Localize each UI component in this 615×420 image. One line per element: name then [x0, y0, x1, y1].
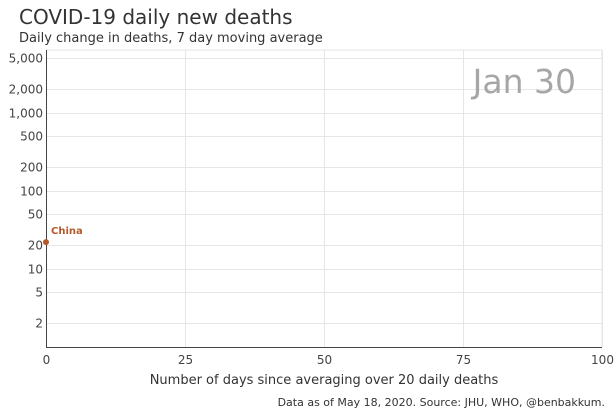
- y-tick-label: 2,000: [9, 83, 43, 97]
- y-tick-label: 100: [20, 185, 43, 199]
- x-tick-label: 25: [178, 353, 193, 367]
- x-tick-label: 0: [43, 353, 51, 367]
- y-tick-labels: 2 5 10 20 50 100 200 500 1,000 2,000 5,000: [9, 52, 43, 331]
- x-tick-label: 100: [591, 353, 614, 367]
- chart-subtitle: Daily change in deaths, 7 day moving ave…: [19, 31, 323, 46]
- grid: [46, 49, 603, 347]
- x-tick-label: 50: [317, 353, 332, 367]
- x-tick-label: 75: [456, 353, 471, 367]
- y-tick-label: 200: [20, 161, 43, 175]
- y-tick-label: 5: [35, 286, 43, 300]
- y-tick-label: 10: [28, 263, 43, 277]
- y-tick-label: 2: [35, 317, 43, 331]
- x-axis-label: Number of days since averaging over 20 d…: [149, 373, 499, 388]
- y-tick-label: 50: [28, 208, 43, 222]
- chart-title: COVID-19 daily new deaths: [19, 5, 293, 29]
- source-note: Data as of May 18, 2020. Source: JHU, WH…: [277, 396, 605, 409]
- date-label: Jan 30: [471, 62, 576, 101]
- y-tick-label: 1,000: [9, 107, 43, 121]
- series-label: China: [51, 226, 83, 237]
- data-point: [43, 239, 49, 246]
- y-tick-label: 5,000: [9, 52, 43, 66]
- axes: [46, 50, 602, 348]
- y-tick-label: 500: [20, 130, 43, 144]
- y-tick-label: 20: [28, 239, 43, 253]
- series: China: [43, 226, 83, 246]
- x-tick-labels: 0 25 50 75 100: [43, 353, 614, 367]
